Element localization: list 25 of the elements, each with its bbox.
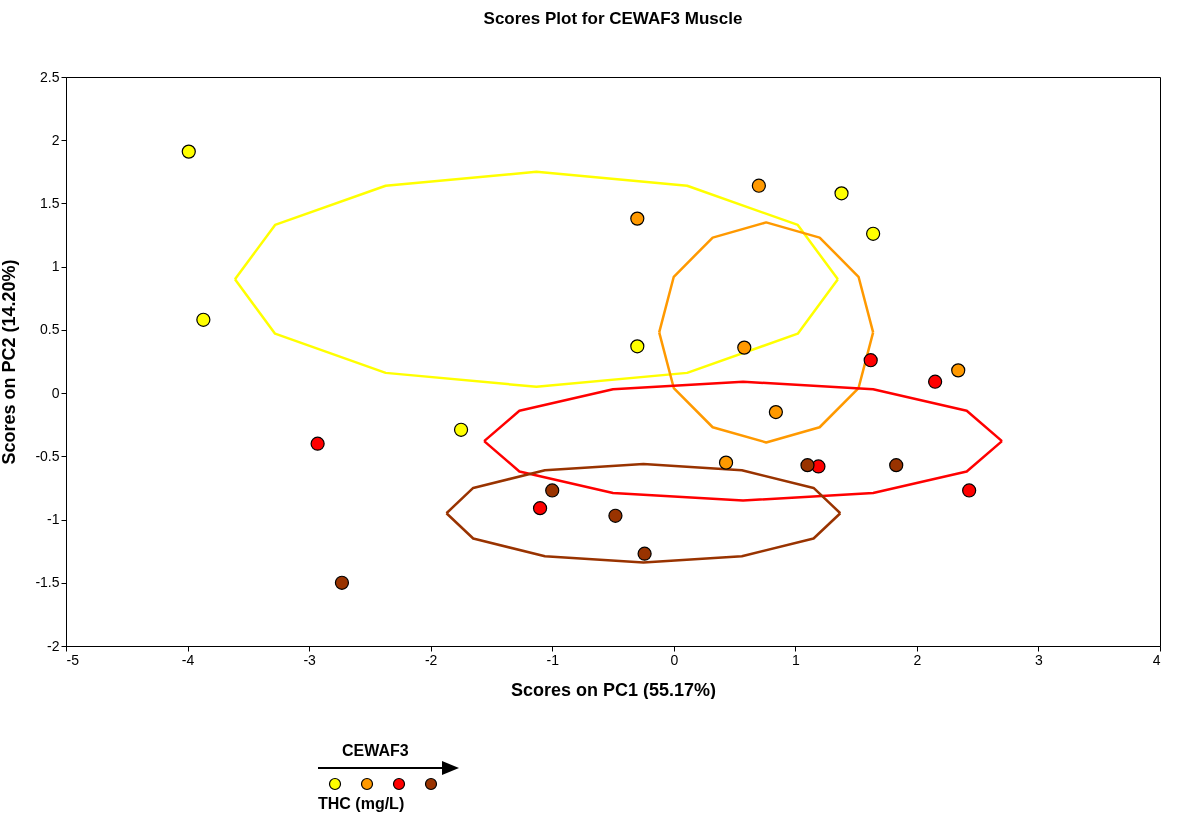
x-tick-label: 1 [791,651,800,668]
text: CEWAF3 [342,742,409,760]
x-tick-label: 3 [1035,651,1044,668]
chart-title: Scores Plot for CEWAF3 Muscle [483,9,743,28]
x-tick-label: -2 [424,651,438,668]
y-tick-label: 0 [51,384,60,401]
y-tick-label: 1 [51,258,60,275]
y-tick-label: -1.5 [35,574,60,591]
x-tick-label: -5 [66,651,80,668]
x-axis-title: Scores on PC1 (55.17%) [510,679,717,700]
y-tick-label: 2 [51,131,60,148]
y-tick-label: -1 [47,511,60,528]
x-tick-label: -3 [303,651,317,668]
x-tick-label: 4 [1152,651,1161,668]
y-tick-label: 0.5 [40,321,60,338]
text: THC (mg/L) [318,795,405,813]
x-tick-label: -4 [181,651,195,668]
x-tick-label: -1 [546,651,560,668]
y-tick-label: 1.5 [40,194,60,211]
x-tick-label: 0 [670,651,679,668]
y-tick-label: -2 [47,637,60,654]
y-tick-label: 2.5 [40,68,60,85]
y-axis-title: Scores on PC2 (14.20%) [0,259,20,465]
y-tick-label: -0.5 [35,447,60,464]
x-tick-label: 2 [913,651,922,668]
